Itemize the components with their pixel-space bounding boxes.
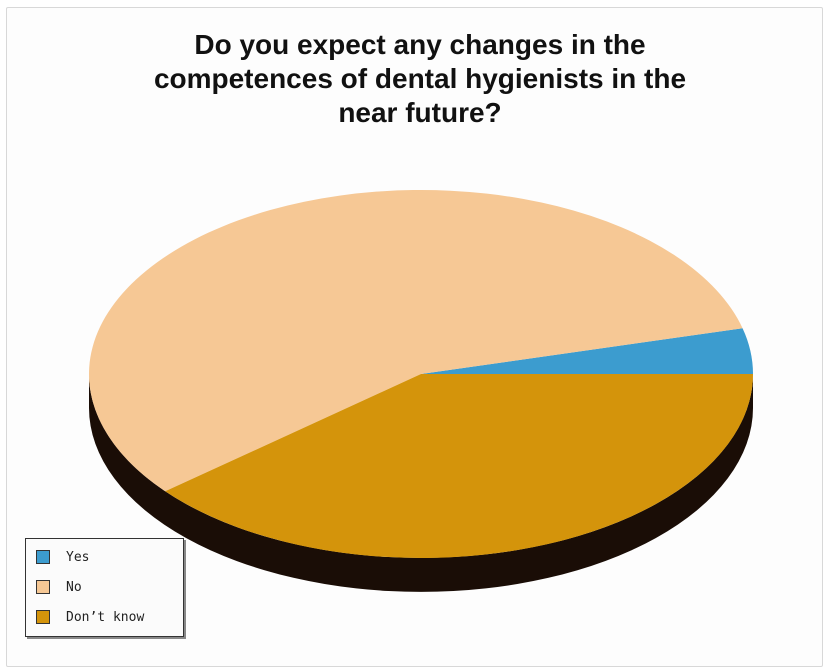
legend-label-dont-know: Don’t know xyxy=(66,609,145,625)
legend-swatch-dont-know xyxy=(36,610,50,624)
chart-title-line-3: near future? xyxy=(338,97,502,128)
legend-label-no: No xyxy=(66,579,82,595)
pie-slices xyxy=(88,189,754,558)
chart-legend: Yes No Don’t know xyxy=(25,538,184,637)
legend-item-dont-know: Don’t know xyxy=(36,608,144,626)
pie-slice-dont-know xyxy=(165,374,754,558)
legend-swatch-no xyxy=(36,580,50,594)
pie-3d-side xyxy=(89,374,753,592)
chart-title-line-2: competences of dental hygienists in the xyxy=(153,63,687,94)
pie-slice-yes xyxy=(421,328,753,374)
chart-title-line-1: Do you expect any changes in the xyxy=(194,29,646,60)
chart-title: Do you expect any changes in the compete… xyxy=(80,28,760,130)
pie-slice-no xyxy=(88,189,743,492)
legend-swatch-yes xyxy=(36,550,50,564)
legend-item-no: No xyxy=(36,578,82,596)
legend-item-yes: Yes xyxy=(36,548,89,566)
pie-side xyxy=(89,374,753,592)
legend-label-yes: Yes xyxy=(66,549,90,565)
